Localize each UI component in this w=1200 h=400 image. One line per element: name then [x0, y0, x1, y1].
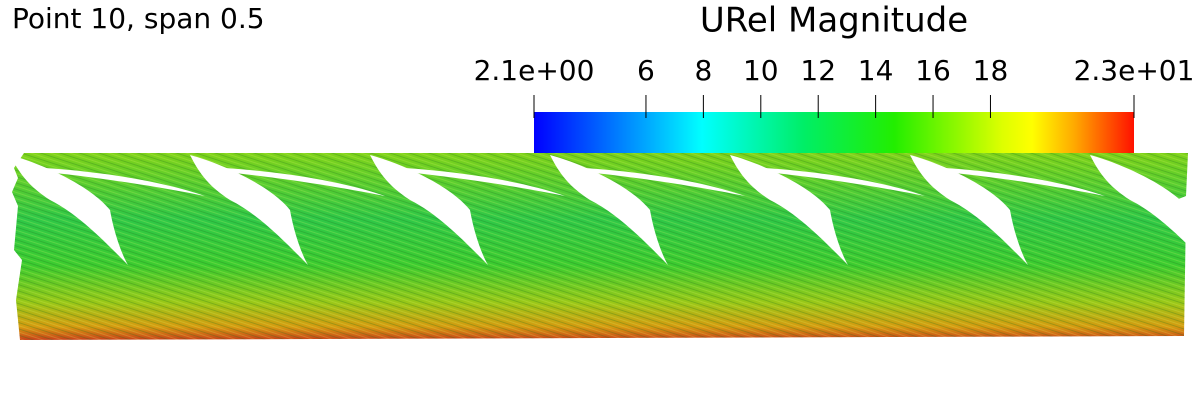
tick-label: 6: [637, 54, 655, 87]
tick-label: 12: [800, 54, 836, 87]
tick-label: 8: [694, 54, 712, 87]
tick-label: 18: [973, 54, 1009, 87]
tick-label: 2.3e+01: [1074, 54, 1195, 87]
colorbar: [534, 112, 1134, 153]
colorbar-title: URel Magnitude: [700, 1, 968, 41]
streamlines: [12, 153, 1188, 340]
title: Point 10, span 0.5: [12, 2, 265, 35]
tick-label: 14: [858, 54, 894, 87]
tick-label: 10: [743, 54, 779, 87]
flow-field: [10, 153, 1200, 340]
colorbar-ticks: 2.1e+00 6 8 10 12 14 16 18 2.3e+01: [474, 54, 1195, 118]
tick-label: 16: [915, 54, 951, 87]
tick-label: 2.1e+00: [474, 54, 595, 87]
